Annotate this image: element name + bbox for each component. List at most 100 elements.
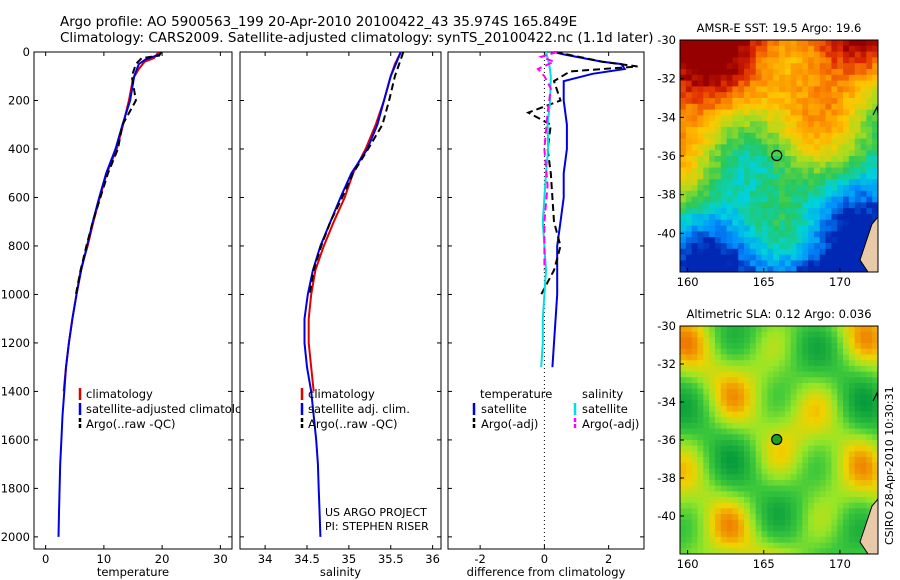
- map-cell: [866, 365, 873, 373]
- map-cell: [837, 237, 844, 244]
- map-cell: [854, 167, 862, 174]
- map-cell: [767, 479, 774, 487]
- map-cell: [761, 348, 768, 356]
- map-cell: [767, 383, 774, 390]
- map-cell: [720, 45, 728, 53]
- map-cell: [825, 132, 833, 140]
- map-cell: [790, 388, 798, 395]
- map-cell: [813, 445, 821, 452]
- map-cell: [749, 202, 757, 209]
- map-cell: [843, 491, 850, 498]
- map-cell: [703, 485, 710, 492]
- map-cell: [749, 237, 757, 244]
- map-cell: [738, 57, 745, 64]
- map-cell: [854, 400, 862, 407]
- map-cell: [691, 502, 699, 509]
- series-line-salinity-satellite: [540, 51, 552, 368]
- map-cell: [848, 69, 856, 76]
- map-cell: [703, 190, 710, 198]
- map-cell: [872, 383, 878, 390]
- map-cell: [697, 144, 704, 151]
- map-cell: [872, 331, 878, 338]
- map-cell: [860, 208, 867, 215]
- map-cell: [796, 214, 803, 221]
- map-cell: [767, 377, 774, 384]
- map-cell: [738, 173, 745, 180]
- map-cell: [848, 519, 856, 527]
- map-cell: [854, 445, 862, 452]
- map-cell: [691, 156, 699, 163]
- map-cell: [872, 445, 878, 452]
- map-cell: [732, 525, 739, 532]
- map-cell: [726, 86, 734, 93]
- map-cell: [726, 502, 734, 509]
- map-cell: [837, 173, 844, 180]
- coastline: [859, 216, 878, 272]
- map-cell: [825, 383, 833, 390]
- legend-label: Argo(-adj): [582, 417, 639, 431]
- map-cell: [680, 219, 687, 227]
- map-cell: [726, 536, 734, 544]
- map-cell: [691, 63, 699, 70]
- map-cell: [819, 440, 827, 447]
- map-cell: [755, 103, 763, 111]
- map-cell: [872, 98, 878, 105]
- map-cell: [790, 115, 798, 122]
- map-cell: [784, 502, 792, 509]
- map-cell: [843, 167, 850, 174]
- map-cell: [843, 514, 850, 521]
- map-cell: [738, 451, 745, 458]
- map-cell: [813, 132, 821, 140]
- map-cell: [790, 457, 798, 464]
- map-cell: [860, 348, 867, 356]
- map-cell: [744, 388, 751, 395]
- map-cell: [691, 115, 699, 122]
- map-cell: [709, 514, 716, 521]
- map-cell: [680, 457, 687, 464]
- map-cell: [680, 161, 687, 169]
- map-cell: [761, 214, 768, 221]
- map-cell: [767, 542, 774, 549]
- map-cell: [709, 451, 716, 458]
- map-cell: [755, 343, 763, 350]
- map-cell: [773, 196, 780, 203]
- map-cell: [848, 331, 856, 338]
- map-cell: [802, 190, 809, 198]
- map-cell: [685, 337, 693, 344]
- map-cell: [872, 451, 878, 458]
- map-cell: [796, 225, 803, 232]
- map-cell: [703, 536, 710, 544]
- map-cell: [714, 266, 722, 272]
- map-cell: [680, 394, 687, 401]
- map-cell: [697, 86, 704, 93]
- map-cell: [691, 383, 699, 390]
- map-cell: [773, 138, 780, 145]
- map-cell: [744, 434, 751, 441]
- map-cell: [773, 542, 780, 549]
- map-cell: [779, 502, 786, 509]
- map-cell: [720, 74, 728, 82]
- map-cell: [802, 138, 809, 145]
- map-cell: [860, 508, 867, 515]
- map-cell: [773, 365, 780, 373]
- map-cell: [714, 138, 722, 145]
- map-cell: [790, 542, 798, 549]
- map-cell: [825, 92, 833, 99]
- map-cell: [866, 485, 873, 492]
- map-cell: [808, 343, 815, 350]
- map-cell: [755, 405, 763, 413]
- map-cell: [848, 127, 856, 134]
- map-cell: [779, 508, 786, 515]
- legend-label: satellite: [481, 402, 527, 416]
- map-cell: [709, 491, 716, 498]
- map-cell: [813, 468, 821, 475]
- map-cell: [767, 417, 774, 424]
- map-cell: [691, 109, 699, 116]
- map-cell: [813, 536, 821, 544]
- map-cell: [843, 348, 850, 356]
- map-cell: [854, 331, 862, 338]
- map-cell: [738, 536, 745, 544]
- map-cell: [784, 343, 792, 350]
- map-cell: [825, 343, 833, 350]
- map-cell: [848, 51, 856, 58]
